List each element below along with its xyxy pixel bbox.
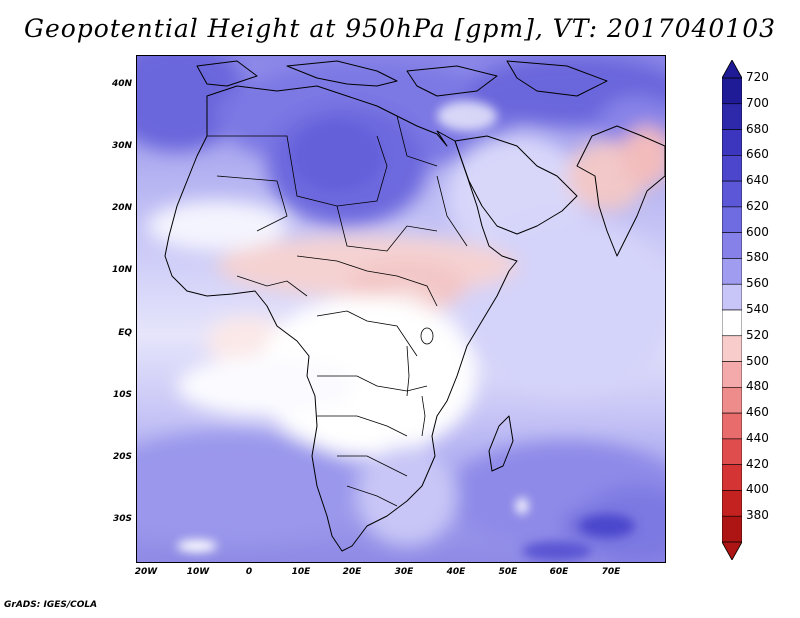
lat-label-eq: EQ (118, 328, 132, 338)
colorbar-bottom-arrow (722, 541, 742, 560)
lon-label-40e: 40E (446, 567, 466, 577)
credit-text: GrADS: IGES/COLA (4, 600, 98, 610)
lat-label-30s: 30S (112, 514, 132, 524)
colorbar-segment (722, 515, 742, 543)
colorbar-tick-label: 600 (746, 224, 769, 239)
colorbar-segment (722, 361, 742, 388)
lon-label-30e: 30E (394, 567, 414, 577)
colorbar-segment (722, 77, 742, 105)
lon-label-10w: 10W (186, 567, 210, 577)
colorbar (722, 60, 742, 560)
lat-label-20s: 20S (112, 452, 132, 462)
lon-label-60e: 60E (549, 567, 569, 577)
colorbar-segment (722, 180, 742, 208)
colorbar-segment (722, 232, 742, 259)
colorbar-segment (722, 258, 742, 285)
colorbar-tick-label: 520 (746, 327, 769, 342)
colorbar-tick-label: 720 (746, 70, 769, 84)
colorbar-top-arrow (722, 60, 742, 79)
lon-label-50e: 50E (498, 567, 518, 577)
colorbar-tick-label: 640 (746, 173, 769, 188)
colorbar-segment (722, 206, 742, 233)
colorbar-segment (722, 283, 742, 311)
colorbar-segment (722, 387, 742, 414)
lon-label-70e: 70E (601, 567, 621, 577)
colorbar-tick-label: 500 (746, 353, 769, 368)
field-detail (177, 101, 635, 561)
lon-label-20e: 20E (342, 567, 362, 577)
lakes (406, 327, 434, 437)
colorbar-segment (722, 335, 742, 362)
colorbar-segment (722, 155, 742, 182)
colorbar-segment (722, 438, 742, 465)
coastlines (164, 60, 665, 552)
colorbar-tick-label: 420 (746, 456, 769, 471)
colorbar-tick-label: 580 (746, 250, 769, 265)
colorbar-segment (722, 412, 742, 440)
chart-title: Geopotential Height at 950hPa [gpm], VT:… (23, 14, 777, 43)
colorbar-tick-label: 400 (746, 482, 769, 497)
lon-label-10e: 10E (291, 567, 311, 577)
country-borders (207, 115, 468, 507)
colorbar-tick-label: 680 (746, 121, 769, 136)
colorbar-tick-label: 700 (746, 95, 769, 110)
colorbar-segment (722, 309, 742, 337)
colorbar-tick-label: 380 (746, 508, 769, 523)
map-panel (136, 55, 666, 563)
lon-label-0: 0 (245, 567, 253, 577)
colorbar-tick-label: 540 (746, 302, 769, 316)
colorbar-segment (722, 129, 742, 156)
lat-label-40n: 40N (111, 79, 132, 89)
colorbar-segment (722, 464, 742, 491)
colorbar-tick-label: 480 (746, 379, 769, 394)
map-canvas (137, 56, 665, 562)
lon-label-20w: 20W (134, 567, 158, 577)
lat-label-10s: 10S (112, 390, 132, 400)
colorbar-tick-label: 560 (746, 276, 769, 291)
lat-label-30n: 30N (111, 141, 132, 151)
colorbar-tick-label: 460 (746, 405, 769, 420)
colorbar-segment (722, 103, 742, 130)
lat-label-20n: 20N (111, 203, 132, 213)
lat-label-10n: 10N (111, 265, 132, 275)
colorbar-tick-label: 660 (746, 147, 769, 162)
colorbar-segment (722, 490, 742, 517)
colorbar-tick-label: 620 (746, 198, 769, 213)
colorbar-tick-label: 440 (746, 430, 769, 445)
